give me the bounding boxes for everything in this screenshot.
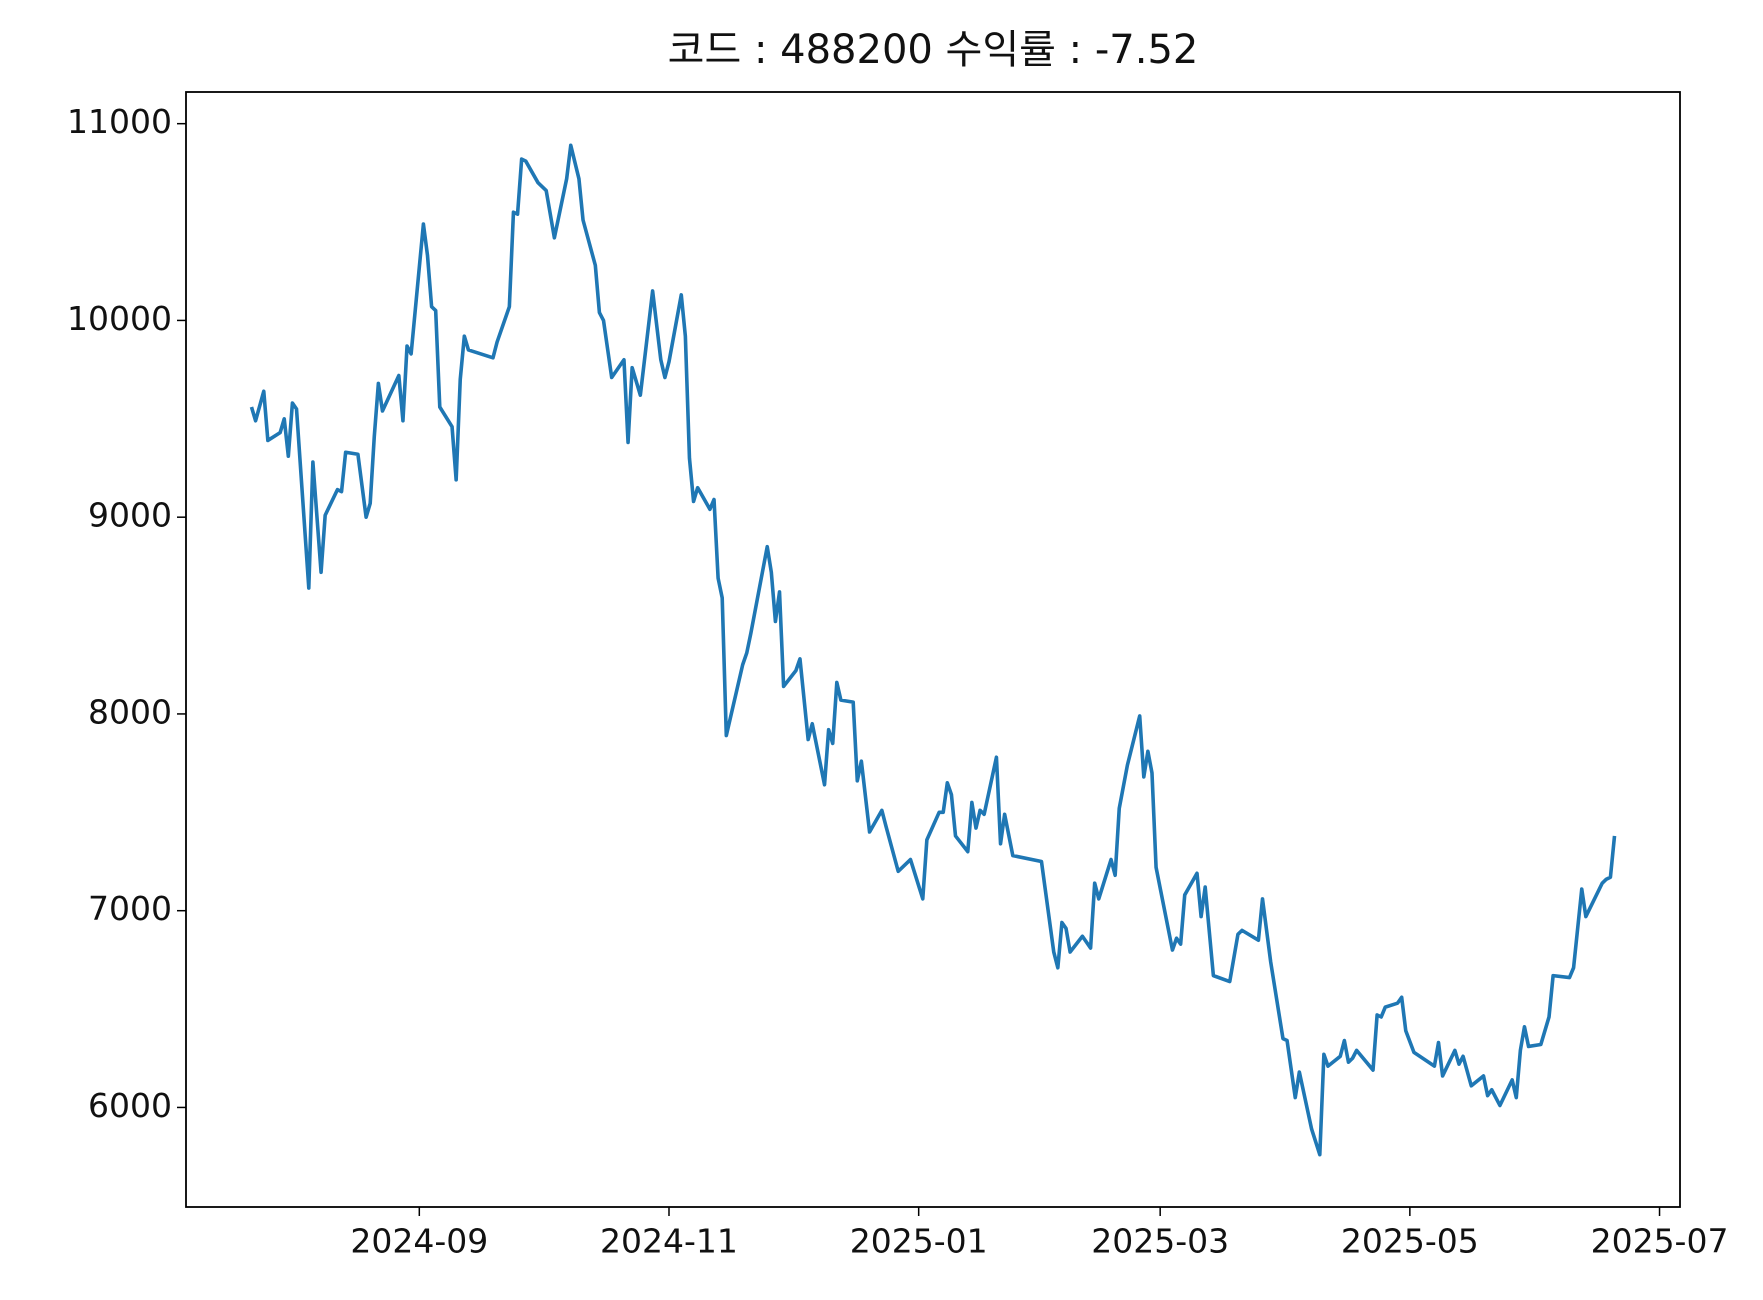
y-tick-label: 9000 [88,496,172,535]
plot-frame [185,91,1681,1208]
y-tick-label: 11000 [67,102,172,141]
x-tick-label: 2025-07 [1591,1222,1729,1261]
x-tick-label: 2025-03 [1091,1222,1229,1261]
chart-title: 코드 : 488200 수익률 : -7.52 [668,27,1199,73]
y-tick-label: 10000 [67,299,172,338]
x-tick-label: 2024-09 [350,1222,488,1261]
x-tick-label: 2025-01 [850,1222,988,1261]
x-tick-label: 2024-11 [600,1222,738,1261]
y-tick-label: 6000 [88,1086,172,1125]
price-line [249,143,1617,1157]
y-tick-label: 8000 [88,692,172,731]
y-tick-label: 7000 [88,889,172,928]
x-tick-label: 2025-05 [1341,1222,1479,1261]
